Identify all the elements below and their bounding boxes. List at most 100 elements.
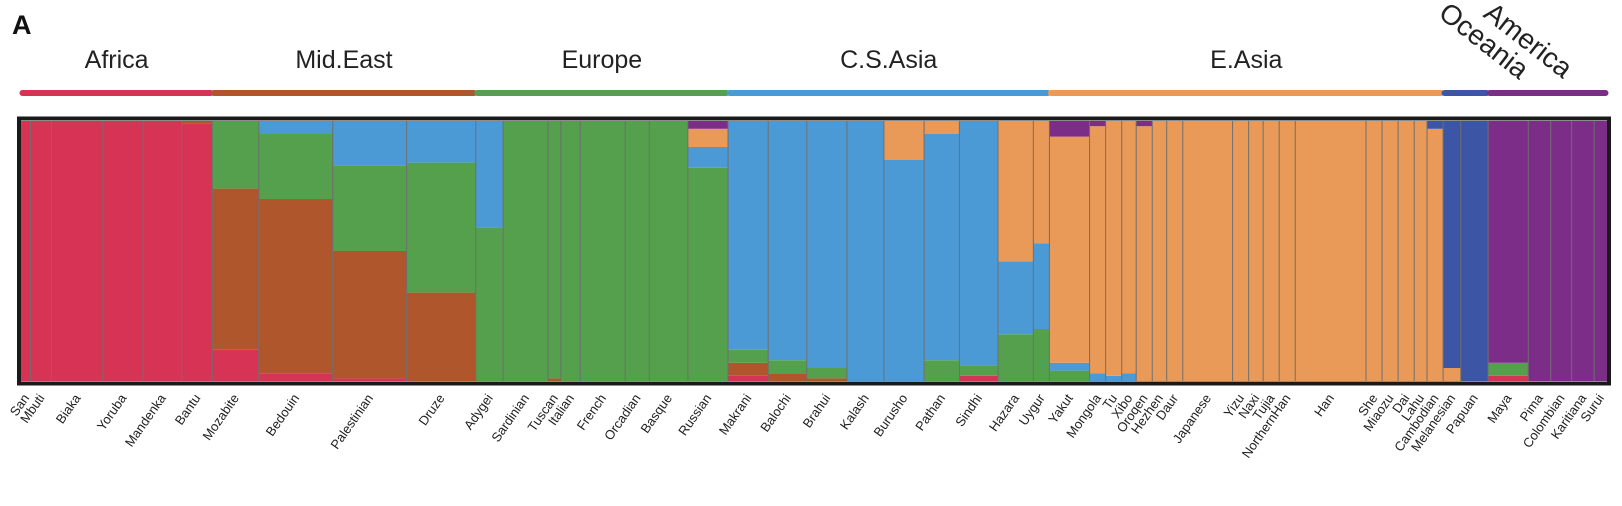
population-label-druze: Druze (415, 391, 447, 428)
segment-lahu-easia (1414, 121, 1428, 381)
segment-bedouin-africa (258, 373, 334, 381)
population-bar-mbuti (30, 121, 52, 381)
population-bar-french (580, 121, 626, 381)
segment-tuscan-mideast (548, 378, 562, 381)
population-label-kalash: Kalash (837, 391, 872, 432)
segment-burusho-csasia (883, 160, 925, 381)
segment-palestinian-africa (332, 378, 408, 381)
population-bar-surui (1594, 121, 1608, 381)
segment-russian-america (687, 121, 729, 129)
segment-mbuti-africa (30, 121, 52, 381)
segment-bantu-mideast (181, 121, 213, 124)
segment-sardinian-europe (503, 121, 549, 381)
segment-russian-csasia (687, 147, 729, 168)
segment-makrani-africa (728, 375, 769, 381)
segment-brahui-europe (806, 368, 848, 379)
segment-maya-europe (1488, 362, 1529, 376)
segment-bedouin-csasia (258, 121, 334, 134)
population-bar-uygur (1033, 121, 1050, 381)
population-label-uygur: Uygur (1016, 391, 1049, 429)
segment-palestinian-mideast (332, 251, 408, 379)
population-bar-japanese (1182, 121, 1233, 381)
region-label-africa: Africa (85, 46, 149, 74)
population-label-tu: Tu (1099, 391, 1120, 412)
segment-balochi-csasia (768, 121, 808, 361)
region-labels: Africa Mid.East Europe C.S.Asia E.Asia Oceani… (85, 0, 1579, 85)
segment-mozabite-africa (212, 349, 260, 381)
segment-sindhi-africa (959, 375, 999, 381)
population-bar-adygei (475, 121, 504, 381)
segment-brahui-mideast (806, 378, 848, 381)
segment-balochi-europe (768, 360, 808, 374)
region-label-europe: Europe (562, 46, 643, 74)
population-label-balochi: Balochi (757, 391, 794, 435)
population-bar-xibo (1121, 121, 1137, 381)
segment-yakut-america (1049, 121, 1090, 137)
segment-xibo-csasia (1121, 373, 1137, 381)
population-bar-brahui (806, 121, 848, 381)
segment-karitiana-america (1571, 121, 1595, 381)
segment-colombian-america (1550, 121, 1573, 381)
segment-tu-csasia (1105, 375, 1123, 381)
segment-papuan-oceania (1460, 121, 1489, 381)
segment-kalash-csasia (846, 121, 885, 381)
population-bar-basque (649, 121, 689, 381)
population-bar-dai (1398, 121, 1415, 381)
segment-tuscan-europe (548, 121, 562, 379)
population-bar-makrani (728, 121, 769, 381)
segment-oroqen-america (1136, 121, 1153, 127)
plot-frame (17, 116, 1611, 386)
segment-palestinian-csasia (332, 121, 408, 166)
segment-burusho-easia (883, 121, 925, 160)
segment-brahui-csasia (806, 121, 848, 368)
segment-pathan-europe (924, 360, 960, 381)
segment-pathan-easia (924, 121, 960, 134)
segment-she-easia (1365, 121, 1383, 381)
population-label-russian: Russian (675, 391, 714, 438)
segment-french-europe (580, 121, 626, 381)
segment-orcadian-europe (625, 121, 650, 381)
population-bar-tuscan (548, 121, 562, 381)
segment-surui-america (1594, 121, 1608, 381)
segment-yoruba-africa (102, 121, 144, 381)
population-label-burusho: Burusho (870, 391, 910, 439)
population-label-bantu: Bantu (172, 391, 204, 427)
population-bar-yakut (1049, 121, 1090, 381)
segment-oroqen-easia (1136, 126, 1153, 381)
segment-pathan-csasia (924, 134, 960, 361)
population-label-mozabite: Mozabite (199, 391, 242, 443)
segment-mongola-csasia (1089, 373, 1107, 381)
population-label-biaka: Biaka (53, 390, 84, 426)
population-label-sindhi: Sindhi (952, 391, 985, 429)
segment-balochi-mideast (768, 373, 808, 381)
region-label-mid-east: Mid.East (295, 46, 392, 74)
population-bar-miaozu (1382, 121, 1399, 381)
population-bar-italian (560, 121, 581, 381)
segment-maya-america (1488, 121, 1529, 363)
segment-melanesian-easia (1443, 368, 1462, 381)
population-label-hazara: Hazara (986, 390, 1023, 434)
population-bar-bedouin (258, 121, 334, 381)
segment-biaka-africa (51, 121, 104, 381)
segment-yakut-csasia (1049, 362, 1090, 371)
panel-letter: A (12, 10, 32, 40)
population-bar-mongola (1089, 121, 1107, 381)
population-bar-tu (1105, 121, 1123, 381)
segment-hazara-csasia (997, 261, 1034, 335)
population-bar-burusho (883, 121, 925, 381)
segment-yizu-easia (1232, 121, 1250, 381)
admixture-plot (21, 121, 1608, 381)
region-label-e-asia: E.Asia (1210, 46, 1282, 74)
segment-maya-africa (1488, 375, 1529, 381)
segment-yakut-europe (1049, 370, 1090, 381)
population-label-han: Han (1311, 391, 1337, 419)
population-bar-mandenka (143, 121, 183, 381)
segment-uygur-easia (1033, 121, 1050, 244)
population-label-french: French (574, 391, 609, 433)
population-label-pathan: Pathan (912, 391, 948, 433)
population-bar-hazara (997, 121, 1034, 381)
population-label-makrani: Makrani (716, 391, 755, 438)
population-bar-biaka (51, 121, 104, 381)
population-bar-hezhen (1152, 121, 1168, 381)
